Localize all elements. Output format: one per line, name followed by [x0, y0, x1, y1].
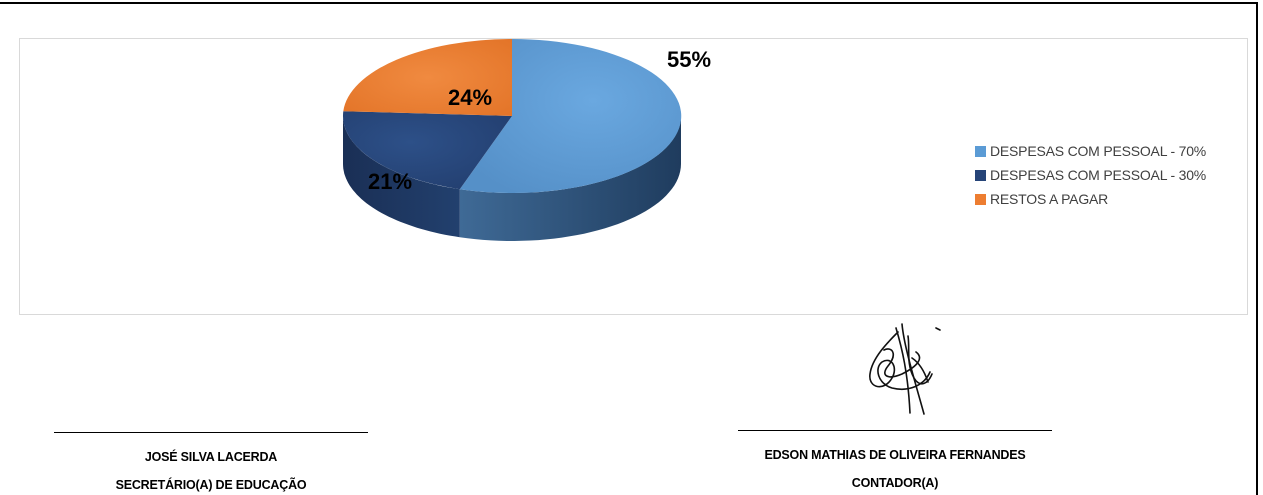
legend-item-despesas-30: DESPESAS COM PESSOAL - 30% — [975, 163, 1255, 187]
pie-wall-despesas-30 — [343, 116, 460, 238]
legend-label: DESPESAS COM PESSOAL - 70% — [990, 143, 1207, 159]
legend-item-restos-a-pagar: RESTOS A PAGAR — [975, 187, 1255, 211]
signature-line-left — [54, 432, 368, 433]
legend-swatch-restos-a-pagar — [975, 193, 986, 205]
legend: DESPESAS COM PESSOAL - 70% DESPESAS COM … — [975, 139, 1255, 211]
legend-label: RESTOS A PAGAR — [990, 191, 1109, 207]
pie-wall-despesas-70 — [459, 116, 681, 241]
pie-chart: 55% 21% 24% — [342, 39, 711, 241]
pie-slice-restos-a-pagar — [343, 39, 512, 116]
signature-line-right — [738, 430, 1052, 431]
signatory-name-right: EDSON MATHIAS DE OLIVEIRA FERNANDES — [764, 448, 1026, 462]
pie-label-despesas-30: 21% — [368, 169, 412, 194]
pie-slice-despesas-30 — [342, 111, 512, 190]
signatory-role-left: SECRETÁRIO(A) DE EDUCAÇÃO — [115, 478, 307, 492]
pie-label-despesas-70: 55% — [667, 47, 711, 72]
signature-image — [869, 323, 941, 415]
legend-item-despesas-70: DESPESAS COM PESSOAL - 70% — [975, 139, 1255, 163]
pie-label-restos-a-pagar: 24% — [448, 85, 492, 110]
signatory-role-right: CONTADOR(A) — [851, 476, 939, 490]
pie-slice-despesas-70 — [459, 39, 682, 193]
legend-swatch-despesas-30 — [975, 169, 986, 181]
legend-label: DESPESAS COM PESSOAL - 30% — [990, 167, 1207, 183]
chart-area: 55% 21% 24% DESPESAS COM PESSOAL - 70% DES… — [19, 38, 1248, 315]
signatory-name-left: JOSÉ SILVA LACERDA — [144, 450, 278, 464]
pie-slices — [342, 39, 682, 193]
legend-swatch-despesas-70 — [975, 145, 986, 157]
pie-data-labels: 55% 21% 24% — [368, 47, 711, 194]
pie-side-walls — [343, 116, 681, 241]
